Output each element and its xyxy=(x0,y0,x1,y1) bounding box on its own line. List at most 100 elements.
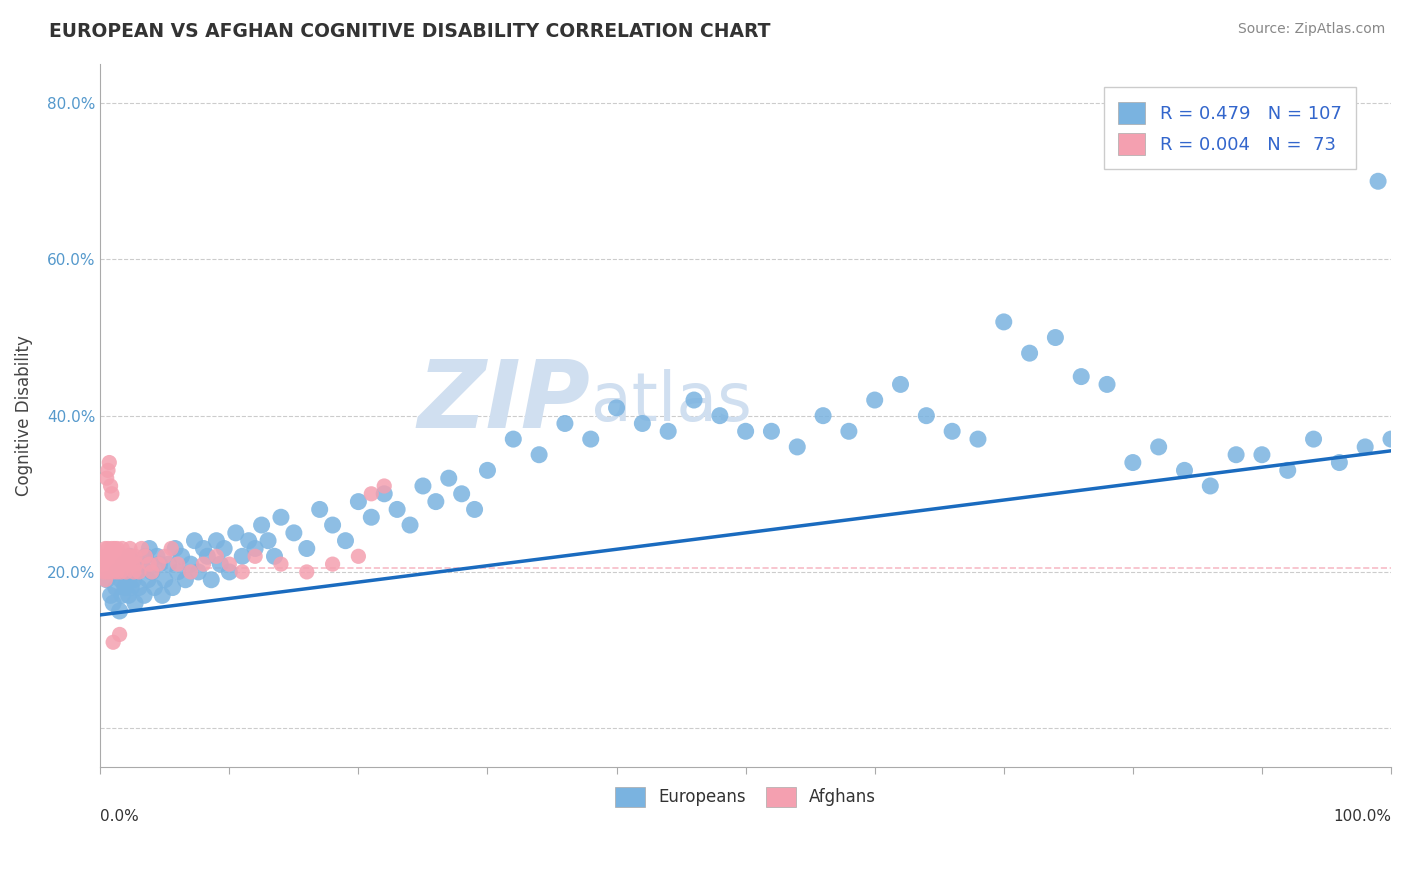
Point xyxy=(283,525,305,540)
Point xyxy=(110,565,132,579)
Point xyxy=(863,392,886,407)
Point xyxy=(136,573,159,587)
Point xyxy=(131,557,153,571)
Point xyxy=(124,596,146,610)
Point xyxy=(143,581,166,595)
Point xyxy=(218,557,240,571)
Point xyxy=(104,557,127,571)
Point xyxy=(786,440,808,454)
Point xyxy=(1329,456,1351,470)
Point xyxy=(360,510,382,524)
Point xyxy=(187,565,209,579)
Point xyxy=(1045,330,1067,344)
Point xyxy=(118,541,141,556)
Point xyxy=(1251,448,1274,462)
Point xyxy=(96,557,118,571)
Point xyxy=(263,549,285,564)
Point xyxy=(270,557,292,571)
Point xyxy=(838,425,860,439)
Point xyxy=(96,573,118,587)
Text: 0.0%: 0.0% xyxy=(100,809,139,824)
Point xyxy=(166,565,188,579)
Point xyxy=(1367,174,1389,188)
Point xyxy=(105,565,128,579)
Point xyxy=(477,463,499,477)
Point xyxy=(1095,377,1118,392)
Point xyxy=(101,565,124,579)
Point xyxy=(450,487,472,501)
Point xyxy=(125,565,148,579)
Point xyxy=(114,581,136,595)
Point xyxy=(373,487,395,501)
Point xyxy=(464,502,486,516)
Point xyxy=(121,557,143,571)
Point xyxy=(97,541,120,556)
Point xyxy=(138,541,160,556)
Point xyxy=(94,573,117,587)
Point xyxy=(108,627,131,641)
Point xyxy=(425,494,447,508)
Point xyxy=(148,557,170,571)
Point xyxy=(98,549,121,564)
Point xyxy=(205,549,228,564)
Point xyxy=(111,588,134,602)
Text: EUROPEAN VS AFGHAN COGNITIVE DISABILITY CORRELATION CHART: EUROPEAN VS AFGHAN COGNITIVE DISABILITY … xyxy=(49,22,770,41)
Point xyxy=(308,502,330,516)
Point xyxy=(160,541,183,556)
Point xyxy=(231,549,253,564)
Point xyxy=(93,565,115,579)
Point xyxy=(238,533,260,548)
Point xyxy=(527,448,550,462)
Point xyxy=(118,549,141,564)
Point xyxy=(98,565,121,579)
Point xyxy=(412,479,434,493)
Point xyxy=(97,463,120,477)
Point xyxy=(360,487,382,501)
Point xyxy=(98,557,121,571)
Point xyxy=(915,409,938,423)
Point xyxy=(115,565,138,579)
Point xyxy=(94,557,117,571)
Point xyxy=(195,549,218,564)
Point xyxy=(112,557,135,571)
Point xyxy=(180,557,202,571)
Point xyxy=(1199,479,1222,493)
Point xyxy=(243,541,266,556)
Point xyxy=(149,557,172,571)
Point xyxy=(114,557,136,571)
Point xyxy=(134,549,156,564)
Point xyxy=(200,573,222,587)
Point xyxy=(128,581,150,595)
Point xyxy=(170,549,193,564)
Point xyxy=(1225,448,1247,462)
Point xyxy=(967,432,990,446)
Point xyxy=(761,425,783,439)
Point xyxy=(93,549,115,564)
Point xyxy=(579,432,602,446)
Y-axis label: Cognitive Disability: Cognitive Disability xyxy=(15,335,32,496)
Point xyxy=(117,588,139,602)
Point xyxy=(134,549,156,564)
Point xyxy=(100,557,122,571)
Point xyxy=(225,525,247,540)
Point xyxy=(709,409,731,423)
Point xyxy=(101,635,124,649)
Point xyxy=(157,557,180,571)
Point xyxy=(399,518,422,533)
Point xyxy=(631,417,654,431)
Point xyxy=(683,392,706,407)
Point xyxy=(1147,440,1170,454)
Point xyxy=(134,588,156,602)
Point xyxy=(218,565,240,579)
Point xyxy=(112,549,135,564)
Point xyxy=(94,541,117,556)
Point xyxy=(554,417,576,431)
Point xyxy=(889,377,911,392)
Point xyxy=(96,471,118,485)
Point xyxy=(101,541,124,556)
Point xyxy=(104,581,127,595)
Point xyxy=(105,541,128,556)
Point xyxy=(212,541,235,556)
Point xyxy=(91,557,114,571)
Text: 100.0%: 100.0% xyxy=(1333,809,1391,824)
